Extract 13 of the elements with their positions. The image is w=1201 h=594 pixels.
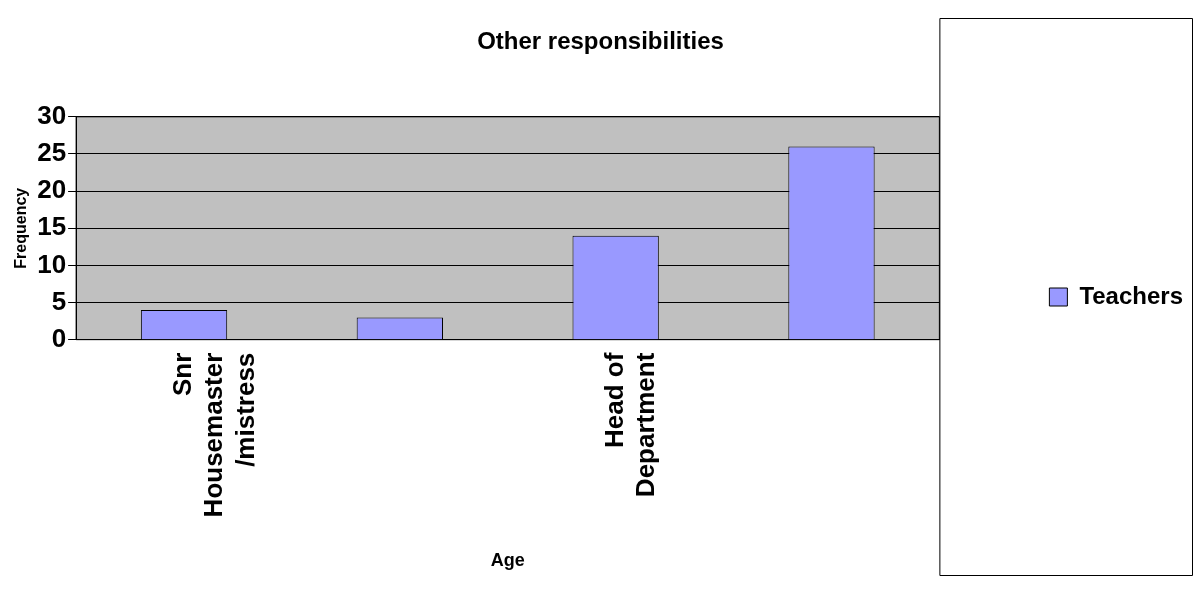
y-tick-label: 20 bbox=[37, 174, 67, 205]
y-tick-label: 5 bbox=[51, 285, 67, 316]
y-tick-label: 25 bbox=[37, 137, 67, 168]
x-axis-title: Age bbox=[490, 550, 525, 571]
y-tick-label: 15 bbox=[37, 211, 67, 242]
y-tick-label: 30 bbox=[37, 99, 67, 130]
y-axis-title: Frequency bbox=[12, 187, 30, 269]
x-tick-label: Snr Housemaster /mistress bbox=[167, 352, 260, 518]
legend-label: Teachers bbox=[1079, 281, 1184, 309]
y-tick-label: 10 bbox=[37, 248, 67, 279]
y-tick-label: 0 bbox=[51, 322, 67, 353]
chart-title: Other responsibilities bbox=[477, 27, 724, 55]
x-tick-label: Head of Department bbox=[598, 352, 661, 498]
